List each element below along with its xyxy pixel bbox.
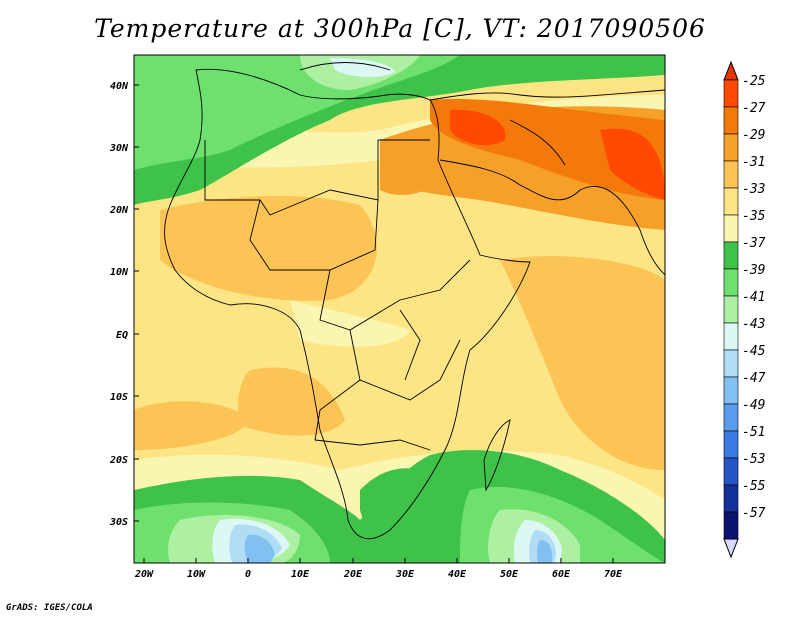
colorbar-label: -51	[742, 425, 765, 440]
colorbar-label: -33	[742, 182, 765, 197]
colorbar-swatch	[723, 268, 739, 297]
lat-label: 20N	[109, 205, 129, 216]
lat-label: 10N	[110, 267, 129, 278]
colorbar-bottom-arrow	[723, 538, 739, 559]
lon-label: 10W	[187, 569, 206, 580]
lon-label: 50E	[500, 569, 519, 580]
colorbar-swatch	[723, 295, 739, 324]
colorbar-top-arrow	[723, 60, 739, 81]
colorbar-swatch	[723, 79, 739, 108]
colorbar-label: -55	[742, 479, 766, 494]
colorbar-label: -29	[742, 128, 765, 143]
credit-text: GrADS: IGES/COLA	[6, 603, 93, 613]
coastlines	[164, 62, 665, 540]
plot-frame	[133, 54, 666, 564]
lat-label: 10S	[110, 392, 128, 403]
temperature-field	[134, 55, 665, 563]
colorbar: -25 -27 -29 -31 -33 -35 -37 -39 -41 -43 -45 -47 -49 -…	[723, 60, 766, 559]
colorbar-swatch	[723, 106, 739, 135]
lon-label: 20E	[343, 569, 363, 580]
colorbar-swatch	[723, 322, 739, 351]
lon-label: 30E	[395, 569, 415, 580]
colorbar-swatch	[723, 457, 739, 486]
lon-label: 10E	[291, 569, 310, 580]
lat-label: 30S	[109, 517, 128, 528]
colorbar-label: -39	[742, 263, 765, 278]
lon-label: 40E	[448, 569, 467, 580]
colorbar-label: -45	[742, 344, 766, 359]
colorbar-label: -43	[742, 317, 765, 332]
colorbar-swatch	[723, 403, 739, 432]
colorbar-label: -47	[742, 371, 766, 386]
lon-label: 60E	[552, 569, 571, 580]
lat-label: 20S	[109, 455, 128, 466]
colorbar-label: -41	[742, 290, 765, 305]
lat-label: EQ	[116, 330, 128, 341]
colorbar-label: -37	[742, 236, 766, 251]
colorbar-label: -57	[742, 506, 766, 521]
colorbar-label: -53	[742, 452, 765, 467]
lat-label: 40N	[110, 81, 129, 92]
lat-axis-labels: 40N 30N 20N 10N EQ 10S 20S 30S	[109, 81, 129, 528]
lon-label: 70E	[604, 569, 623, 580]
colorbar-swatch	[723, 214, 739, 243]
colorbar-swatch	[723, 484, 739, 513]
map-title: Temperature at 300hPa [C], VT: 201709050…	[94, 14, 706, 43]
lon-label: 0	[245, 569, 251, 580]
lat-label: 30N	[109, 143, 129, 154]
colorbar-swatch	[723, 376, 739, 405]
colorbar-label: -27	[742, 101, 766, 116]
lon-label: 20W	[134, 569, 154, 580]
colorbar-swatch	[723, 349, 739, 378]
colorbar-label: -49	[742, 398, 765, 413]
colorbar-swatch	[723, 133, 739, 162]
colorbar-swatch	[723, 511, 739, 540]
colorbar-swatch	[723, 430, 739, 459]
colorbar-label: -25	[742, 74, 766, 89]
tick-marks	[134, 84, 614, 563]
colorbar-label: -31	[742, 155, 765, 170]
lon-axis-labels: 20W 10W 0 10E 20E 30E 40E 50E 60E 70E	[134, 569, 623, 580]
colorbar-label: -35	[742, 209, 766, 224]
colorbar-swatch	[723, 160, 739, 189]
colorbar-swatch	[723, 241, 739, 270]
colorbar-swatch	[723, 187, 739, 216]
